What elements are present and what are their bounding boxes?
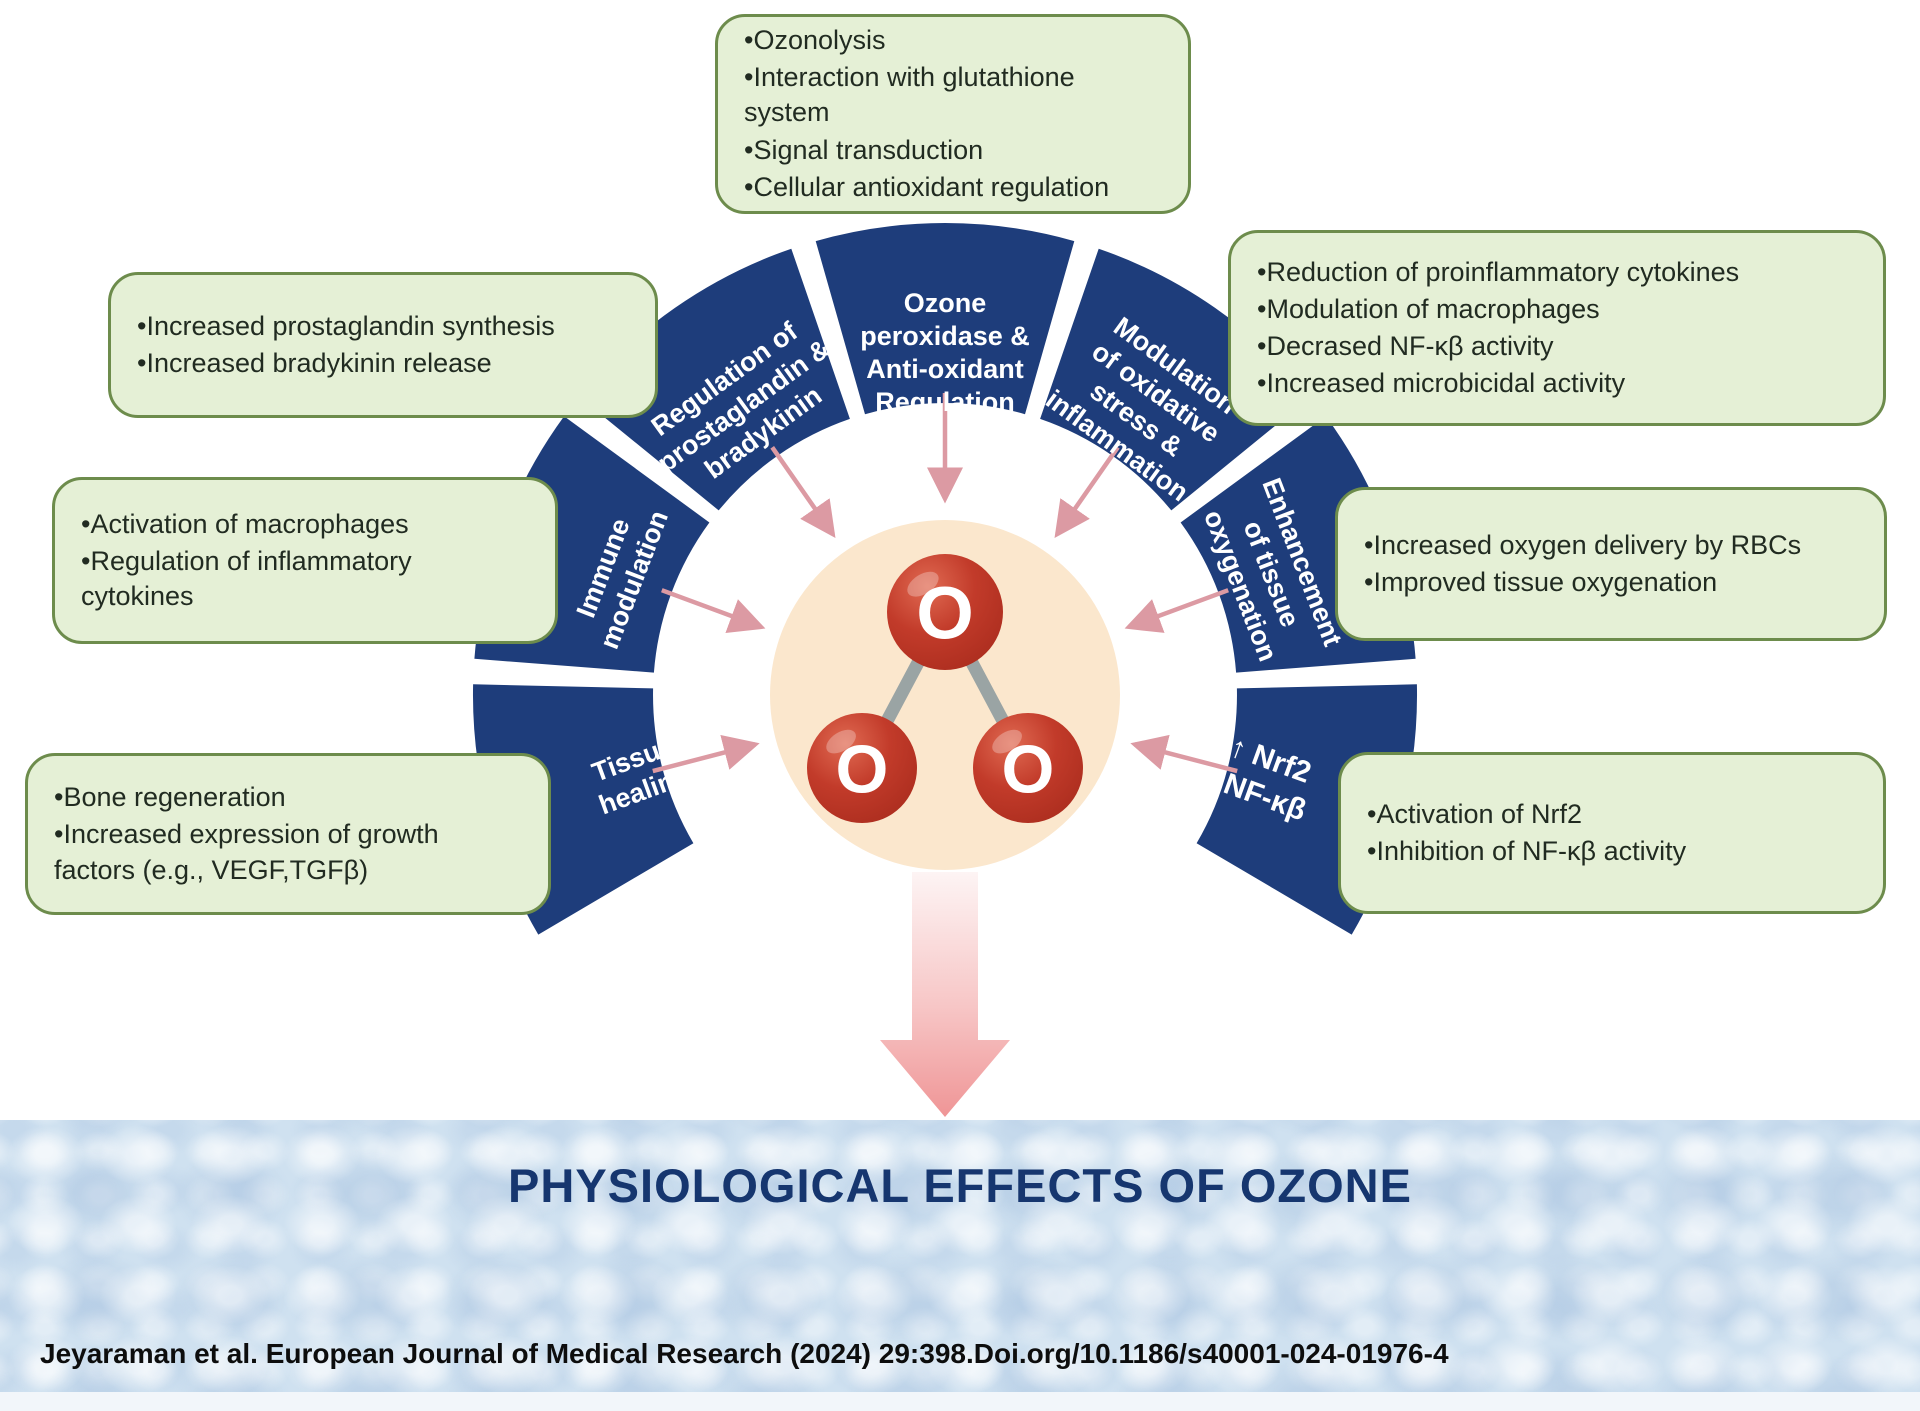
bullet-item: •Reduction of proinflammatory cytokines	[1257, 256, 1740, 287]
bullet-item: •Decrased NF-κβ activity	[1257, 331, 1554, 361]
bullet-item: •Activation of macrophages	[81, 508, 409, 539]
bullet-item: •Bone regeneration	[54, 782, 286, 813]
inward-arrow	[661, 588, 766, 633]
callout-prostaglandin: •Increased prostaglandin synthesis •Incre…	[108, 272, 658, 418]
down-arrow	[880, 872, 1010, 1117]
segment-regulation-prostaglandin-bradykinin	[579, 248, 850, 511]
inward-arrow	[1130, 734, 1238, 774]
segment-modulation-oxidative-stress-inflammation	[1040, 248, 1311, 511]
bullet-item: •Increased microbicidal activity	[1257, 368, 1626, 399]
bullet-item: •Regulation of inflammatory cytokines	[81, 545, 412, 612]
atom-label: O	[1002, 731, 1055, 807]
segment-ozone-peroxidase-antioxidant-regulation	[815, 223, 1075, 415]
title-band: PHYSIOLOGICAL EFFECTS OF OZONE Jeyaraman…	[0, 1120, 1920, 1392]
bullet-item: •Increased bradykinin release	[137, 348, 492, 378]
bullet-item: •Ozonolysis	[744, 25, 886, 56]
callout-oxygenation: •Increased oxygen delivery by RBCs •Impro…	[1335, 487, 1887, 641]
atom-label: O	[916, 572, 974, 655]
bullet-item: •Interaction with glutathione system	[744, 62, 1075, 128]
bullet-item: •Inhibition of NF-κβ activity	[1367, 836, 1687, 866]
inward-arrow	[770, 446, 836, 538]
bullet-item: •Modulation of macrophages	[1257, 293, 1600, 324]
callout-mechanisms: •Ozonolysis •Interaction with glutathione…	[715, 14, 1191, 214]
inward-arrow	[1054, 446, 1120, 538]
bullet-item: •Increased prostaglandin synthesis	[137, 310, 555, 341]
inward-arrow	[652, 734, 760, 774]
bottom-strip	[0, 1392, 1920, 1411]
inward-arrow	[1124, 588, 1229, 633]
oxygen-atom	[807, 713, 917, 823]
bullet-item: •Improved tissue oxygenation	[1364, 567, 1718, 597]
bullet-item: •Increased expression of growth factors …	[54, 819, 439, 885]
citation-text: Jeyaraman et al. European Journal of Med…	[40, 1338, 1449, 1369]
page-title: PHYSIOLOGICAL EFFECTS OF OZONE	[508, 1159, 1412, 1212]
callout-nrf2: •Activation of Nrf2 •Inhibition of NF-κβ …	[1338, 752, 1886, 914]
bullet-item: •Cellular antioxidant regulation	[744, 171, 1110, 202]
callout-oxidative-stress: •Reduction of proinflammatory cytokines •…	[1228, 230, 1886, 426]
bullet-item: •Increased oxygen delivery by RBCs	[1364, 529, 1802, 560]
bullet-item: •Activation of Nrf2	[1367, 798, 1583, 829]
atom-highlight	[992, 729, 1022, 754]
atom-highlight	[907, 571, 939, 597]
callout-immune: •Activation of macrophages •Regulation of…	[52, 477, 558, 644]
bullet-item: •Signal transduction	[744, 134, 984, 165]
oxygen-atom	[973, 713, 1083, 823]
oxygen-atom	[887, 554, 1003, 670]
callout-tissue-healing: •Bone regeneration •Increased expression …	[25, 753, 551, 915]
atom-label: O	[836, 731, 889, 807]
atom-highlight	[826, 729, 856, 754]
